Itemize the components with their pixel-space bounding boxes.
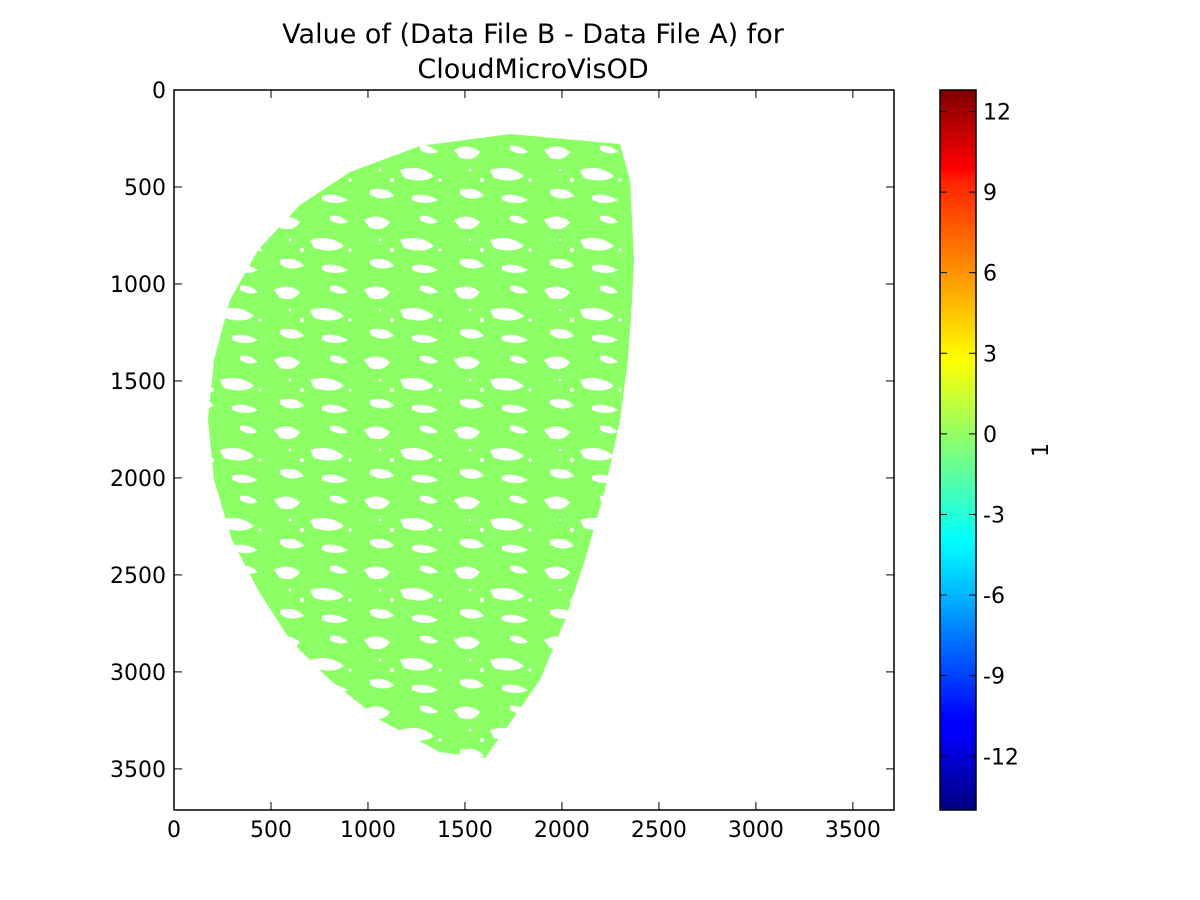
chart-title-line2: CloudMicroVisOD — [417, 54, 648, 85]
x-tick-label: 1500 — [437, 818, 493, 843]
y-tick-label: 3000 — [110, 661, 166, 686]
x-tick-label: 500 — [250, 818, 292, 843]
colorbar-tick-label: 9 — [983, 181, 997, 206]
chart-title-line1: Value of (Data File B - Data File A) for — [282, 19, 785, 50]
x-tick-label: 1000 — [340, 818, 396, 843]
colorbar-tick-label: 3 — [983, 342, 997, 367]
colorbar-ticks: 12 9 6 3 0 -3 -6 -9 -12 — [940, 100, 1019, 770]
colorbar-tick-label: 0 — [983, 423, 997, 448]
x-tick-label: 2500 — [631, 818, 687, 843]
axes-frame — [173, 89, 895, 811]
y-tick-label: 2500 — [110, 564, 166, 589]
colorbar — [939, 89, 977, 811]
colorbar-tick-label: -12 — [983, 745, 1019, 770]
colorbar-tick-label: 6 — [983, 262, 997, 287]
y-tick-label: 1500 — [110, 370, 166, 395]
x-ticks: 0 500 1000 1500 2000 2500 3000 3500 — [167, 90, 881, 843]
data-region — [208, 134, 634, 758]
y-ticks: 0 500 1000 1500 2000 2500 3000 3500 — [110, 79, 894, 783]
x-tick-label: 2000 — [534, 818, 590, 843]
y-tick-label: 0 — [152, 79, 166, 104]
colorbar-tick-label: -3 — [983, 503, 1005, 528]
colorbar-label: 1 — [1029, 443, 1054, 457]
x-tick-label: 3000 — [728, 818, 784, 843]
y-tick-label: 3500 — [110, 758, 166, 783]
colorbar-tick-label: -9 — [983, 665, 1005, 690]
x-tick-label: 3500 — [825, 818, 881, 843]
y-tick-label: 2000 — [110, 467, 166, 492]
x-tick-label: 0 — [167, 818, 181, 843]
colorbar-tick-label: 12 — [983, 100, 1011, 125]
y-tick-label: 500 — [124, 176, 166, 201]
colorbar-tick-label: -6 — [983, 584, 1005, 609]
y-tick-label: 1000 — [110, 273, 166, 298]
